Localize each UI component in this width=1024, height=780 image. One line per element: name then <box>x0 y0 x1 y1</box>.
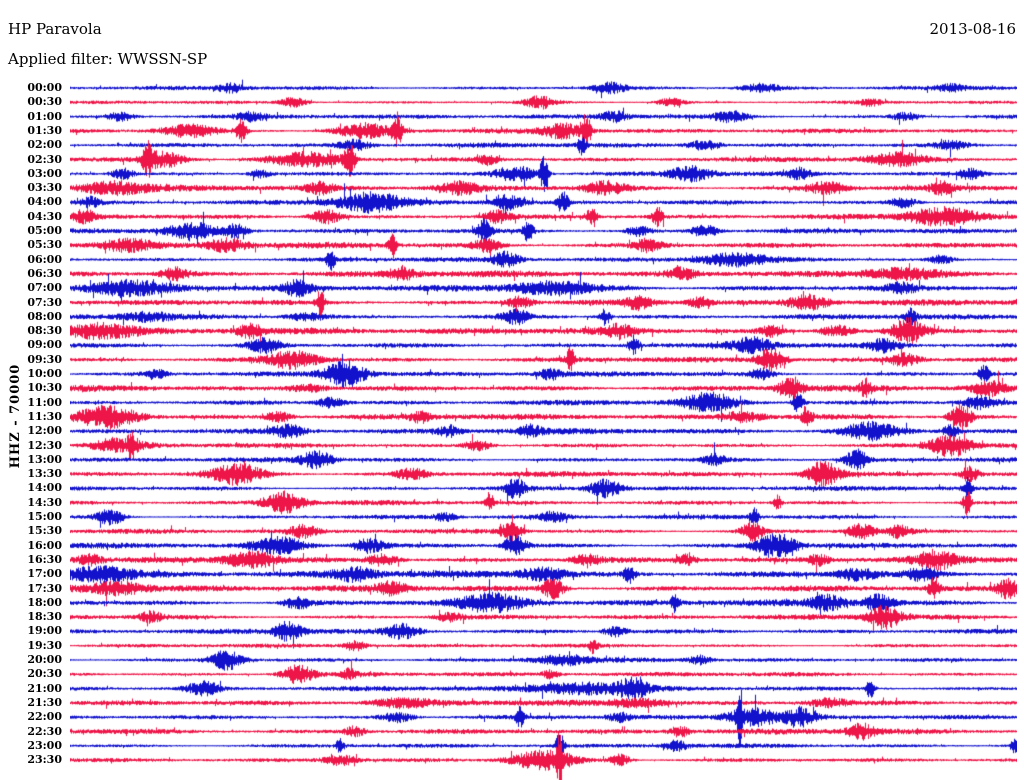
time-label-02:30: 02:30 <box>27 152 62 166</box>
time-label-10:00: 10:00 <box>27 367 62 380</box>
time-label-08:00: 08:00 <box>27 309 62 323</box>
time-label-06:30: 06:30 <box>27 266 62 280</box>
time-label-04:00: 04:00 <box>27 195 62 209</box>
time-label-05:30: 05:30 <box>27 238 62 252</box>
time-label-04:30: 04:30 <box>27 209 62 223</box>
time-label-20:00: 20:00 <box>27 653 62 666</box>
time-label-07:00: 07:00 <box>27 281 62 295</box>
time-label-12:30: 12:30 <box>27 438 62 452</box>
time-label-00:30: 00:30 <box>27 95 62 109</box>
time-label-20:30: 20:30 <box>27 667 62 681</box>
time-label-21:30: 21:30 <box>27 695 62 709</box>
time-label-09:00: 09:00 <box>27 338 62 352</box>
date-label: 2013-08-16 <box>929 20 1016 38</box>
time-label-21:00: 21:00 <box>27 681 62 695</box>
time-label-18:30: 18:30 <box>27 610 62 624</box>
time-label-17:00: 17:00 <box>27 567 62 581</box>
time-label-05:00: 05:00 <box>27 224 62 237</box>
time-label-13:00: 13:00 <box>27 452 62 466</box>
time-label-14:00: 14:00 <box>27 481 62 495</box>
time-label-16:00: 16:00 <box>27 538 62 552</box>
time-label-23:00: 23:00 <box>27 738 62 752</box>
time-label-00:00: 00:00 <box>27 81 62 94</box>
time-label-09:30: 09:30 <box>27 352 62 366</box>
time-label-22:00: 22:00 <box>27 710 62 724</box>
station-title: HP Paravola <box>8 20 102 38</box>
time-label-14:30: 14:30 <box>27 495 62 509</box>
time-label-13:30: 13:30 <box>27 467 62 481</box>
time-label-12:00: 12:00 <box>27 424 62 438</box>
time-label-07:30: 07:30 <box>27 295 62 309</box>
time-label-18:00: 18:00 <box>27 595 62 609</box>
time-label-03:00: 03:00 <box>27 166 62 180</box>
time-label-06:00: 06:00 <box>27 252 62 266</box>
time-label-17:30: 17:30 <box>27 581 62 595</box>
time-label-22:30: 22:30 <box>27 724 62 738</box>
time-label-19:30: 19:30 <box>27 638 62 652</box>
time-label-15:00: 15:00 <box>27 510 62 523</box>
time-label-01:30: 01:30 <box>27 123 62 137</box>
time-label-16:30: 16:30 <box>27 552 62 566</box>
time-label-03:30: 03:30 <box>27 181 62 195</box>
time-label-15:30: 15:30 <box>27 524 62 538</box>
time-label-01:00: 01:00 <box>27 109 62 123</box>
time-label-19:00: 19:00 <box>27 624 62 638</box>
time-label-11:00: 11:00 <box>27 395 62 409</box>
time-label-23:30: 23:30 <box>27 753 62 767</box>
time-label-08:30: 08:30 <box>27 324 62 338</box>
helicorder-plot <box>70 56 1017 780</box>
time-label-10:30: 10:30 <box>27 381 62 395</box>
time-label-02:00: 02:00 <box>27 138 62 152</box>
time-label-11:30: 11:30 <box>27 409 62 423</box>
